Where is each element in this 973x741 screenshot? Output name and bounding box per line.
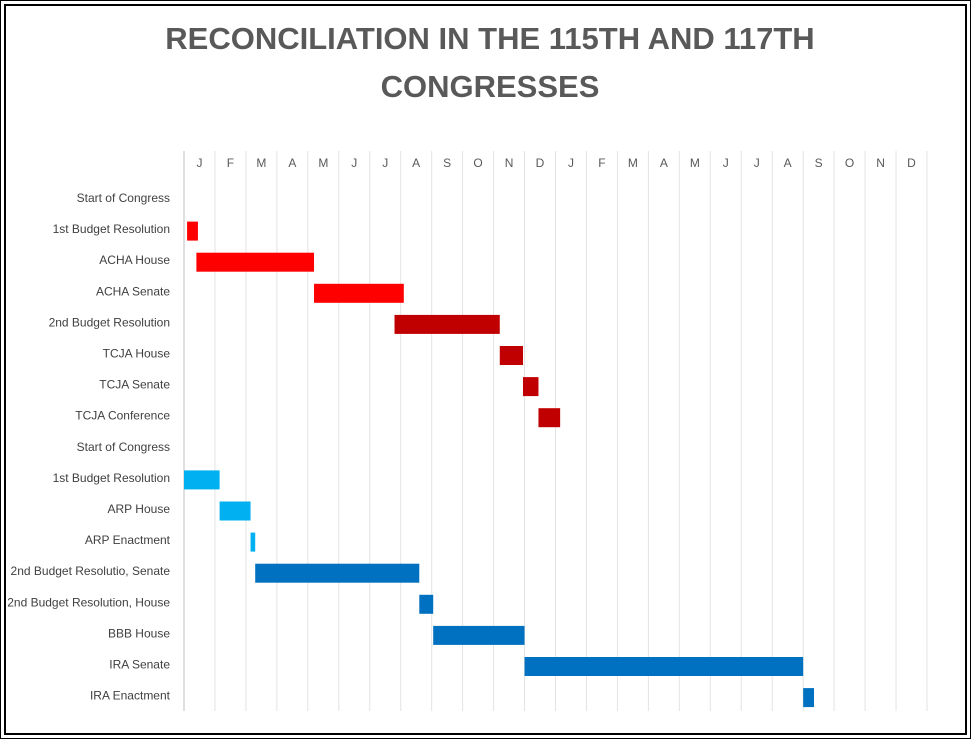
x-tick-label: O: [473, 156, 482, 170]
task-label: Start of Congress: [77, 191, 170, 205]
task-bar: [219, 501, 251, 521]
x-tick-label: M: [628, 156, 638, 170]
task-label: BBB House: [108, 626, 170, 640]
task-bar: [524, 657, 804, 676]
x-tick-label: J: [382, 156, 388, 170]
task-label: 1st Budget Resolution: [53, 471, 170, 485]
task-bar: [803, 688, 815, 708]
x-tick-label: F: [598, 156, 605, 170]
x-tick-label: A: [660, 156, 668, 170]
task-label: 2nd Budget Resolutio, Senate: [11, 564, 171, 578]
x-tick-label: S: [443, 156, 451, 170]
x-tick-label: A: [784, 156, 792, 170]
task-bar: [499, 346, 523, 365]
x-tick-label: D: [907, 156, 916, 170]
x-tick-label: A: [288, 156, 296, 170]
task-label: ARP Enactment: [85, 533, 171, 547]
task-label: ARP House: [108, 502, 171, 516]
x-tick-label: D: [536, 156, 545, 170]
task-bar: [522, 377, 539, 397]
x-tick-label: N: [505, 156, 514, 170]
task-label: IRA Senate: [109, 658, 170, 672]
x-tick-label: J: [754, 156, 760, 170]
task-label: TCJA Senate: [99, 378, 170, 392]
x-tick-label: F: [227, 156, 234, 170]
x-tick-label: J: [568, 156, 574, 170]
task-label: TCJA Conference: [75, 409, 170, 423]
task-bar: [255, 563, 420, 583]
x-tick-label: M: [690, 156, 700, 170]
x-tick-label: N: [876, 156, 885, 170]
task-label: ACHA Senate: [96, 284, 170, 298]
task-bar: [538, 408, 561, 428]
task-label: ACHA House: [99, 253, 170, 267]
task-bar: [394, 314, 500, 334]
task-label: IRA Enactment: [90, 689, 171, 703]
task-label: 2nd Budget Resolution, House: [7, 595, 170, 609]
x-tick-label: A: [412, 156, 420, 170]
task-bar: [184, 470, 220, 490]
x-tick-label: J: [196, 156, 202, 170]
chart-title-line-2: CONGRESSES: [381, 69, 600, 104]
x-tick-label: J: [723, 156, 729, 170]
x-tick-label: J: [351, 156, 357, 170]
x-tick-label: M: [256, 156, 266, 170]
task-label: Start of Congress: [77, 440, 170, 454]
task-bar: [196, 252, 315, 272]
task-label: TCJA House: [103, 347, 171, 361]
task-label: 1st Budget Resolution: [53, 222, 170, 236]
task-label: 2nd Budget Resolution: [49, 315, 170, 329]
task-bar: [314, 283, 404, 303]
y-axis-category-labels: Start of Congress 1st Budget Resolution AC…: [7, 191, 170, 703]
x-tick-label: O: [845, 156, 854, 170]
task-bar: [433, 625, 525, 645]
task-bar: [419, 594, 434, 614]
task-bar: [250, 532, 256, 552]
chart-title-line-1: RECONCILIATION IN THE 115TH AND 117TH: [165, 21, 814, 56]
x-tick-label: M: [318, 156, 328, 170]
gridlines: [183, 151, 928, 711]
x-tick-label: S: [815, 156, 823, 170]
task-bars: [184, 221, 815, 708]
chart-title: RECONCILIATION IN THE 115TH AND 117TH CO…: [165, 21, 814, 104]
task-bar: [187, 221, 198, 241]
